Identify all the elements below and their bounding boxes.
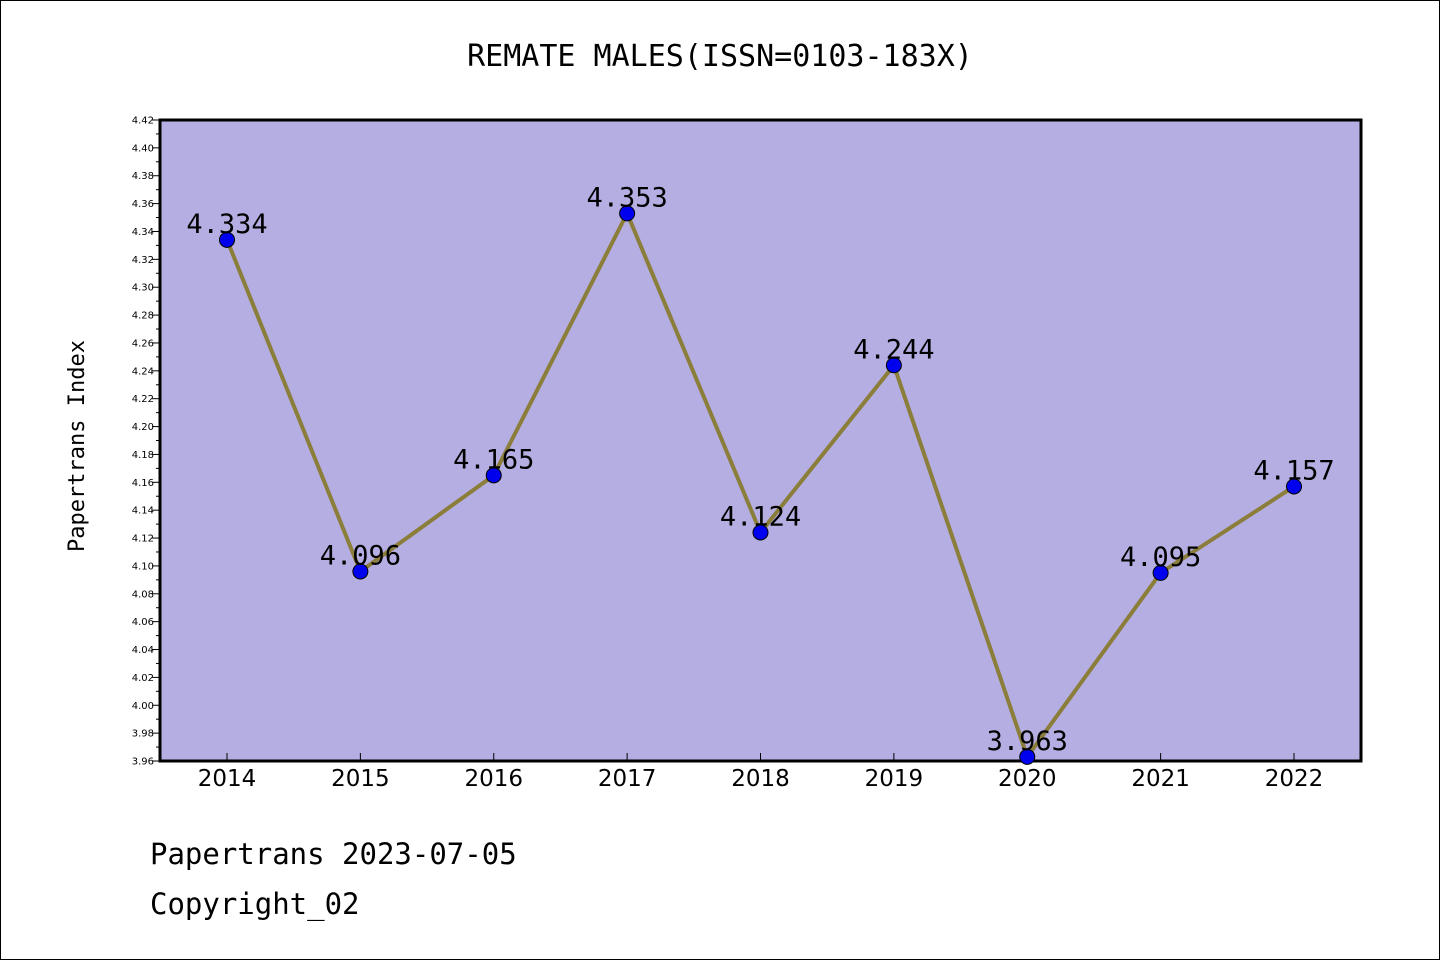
data-point-marker bbox=[1019, 748, 1036, 765]
data-label: 4.334 bbox=[186, 209, 267, 240]
y-tick-label: 4.14 bbox=[132, 506, 154, 517]
data-label: 4.124 bbox=[720, 501, 801, 532]
x-tick-label: 2017 bbox=[598, 766, 657, 792]
data-point-marker bbox=[219, 231, 235, 248]
x-tick-label: 2015 bbox=[331, 766, 390, 792]
data-point-marker bbox=[352, 563, 369, 580]
data-point-marker bbox=[752, 524, 769, 541]
data-point-marker bbox=[1152, 564, 1169, 581]
data-point-marker bbox=[485, 467, 502, 484]
y-tick-label: 4.40 bbox=[132, 143, 154, 154]
x-tick-label: 2014 bbox=[198, 766, 257, 792]
footer-copyright: Copyright_02 bbox=[150, 887, 360, 922]
y-tick-label: 4.20 bbox=[132, 422, 154, 433]
footer-date: Papertrans 2023-07-05 bbox=[150, 837, 517, 871]
y-tick-label: 4.08 bbox=[132, 589, 154, 600]
y-tick-label: 3.98 bbox=[132, 729, 154, 740]
x-tick-label: 2020 bbox=[998, 766, 1057, 792]
y-tick-label: 4.02 bbox=[132, 673, 154, 684]
y-tick-label: 4.42 bbox=[132, 116, 154, 127]
data-point-marker bbox=[885, 357, 902, 374]
data-point-marker bbox=[1286, 478, 1302, 495]
y-tick-label: 4.18 bbox=[132, 450, 154, 461]
y-axis-label: Papertrans Index bbox=[65, 340, 90, 552]
y-tick-label: 4.04 bbox=[132, 645, 154, 656]
y-tick-label: 4.34 bbox=[132, 227, 154, 238]
y-tick-label: 4.16 bbox=[132, 478, 154, 489]
y-axis: 3.96 3.98 4.00 4.02 4.04 4.06 4.08 4.10 4.12 4.14… bbox=[132, 116, 160, 768]
data-label: 4.165 bbox=[453, 444, 534, 475]
chart-title: REMATE MALES(ISSN=0103-183X) bbox=[467, 39, 973, 74]
x-tick-label: 2019 bbox=[865, 766, 924, 792]
data-label: 4.095 bbox=[1120, 542, 1201, 573]
y-tick-label: 4.06 bbox=[132, 617, 154, 628]
y-tick-label: 4.28 bbox=[132, 311, 154, 322]
x-tick-label: 2021 bbox=[1131, 766, 1190, 792]
y-tick-label: 4.12 bbox=[132, 534, 154, 545]
x-tick-label: 2018 bbox=[731, 766, 790, 792]
y-tick-label: 4.32 bbox=[132, 255, 154, 266]
y-tick-label: 4.26 bbox=[132, 338, 154, 349]
y-tick-label: 4.10 bbox=[132, 561, 154, 572]
plot-area bbox=[158, 118, 1363, 763]
data-label: 4.244 bbox=[853, 334, 934, 365]
data-label: 3.963 bbox=[987, 726, 1068, 757]
x-tick-label: 2022 bbox=[1265, 766, 1324, 792]
y-tick-label: 3.96 bbox=[132, 757, 154, 768]
data-point-marker bbox=[619, 205, 636, 222]
y-tick-label: 4.38 bbox=[132, 171, 154, 182]
y-tick-label: 4.24 bbox=[132, 366, 154, 377]
x-axis: 2014 2015 2016 2017 2018 2019 2020 2021 2022 bbox=[198, 753, 1324, 792]
data-label: 4.157 bbox=[1253, 455, 1334, 486]
data-labels: 4.334 4.096 4.165 4.353 4.124 4.244 3.963 4.095… bbox=[186, 182, 1334, 756]
data-label: 4.096 bbox=[320, 540, 401, 571]
y-tick-label: 4.30 bbox=[132, 283, 154, 294]
x-tick-label: 2016 bbox=[464, 766, 523, 792]
y-tick-label: 4.22 bbox=[132, 394, 154, 405]
y-tick-label: 4.00 bbox=[132, 701, 154, 712]
y-tick-label: 4.36 bbox=[132, 199, 154, 210]
data-markers bbox=[219, 205, 1302, 765]
data-label: 4.353 bbox=[586, 182, 667, 213]
